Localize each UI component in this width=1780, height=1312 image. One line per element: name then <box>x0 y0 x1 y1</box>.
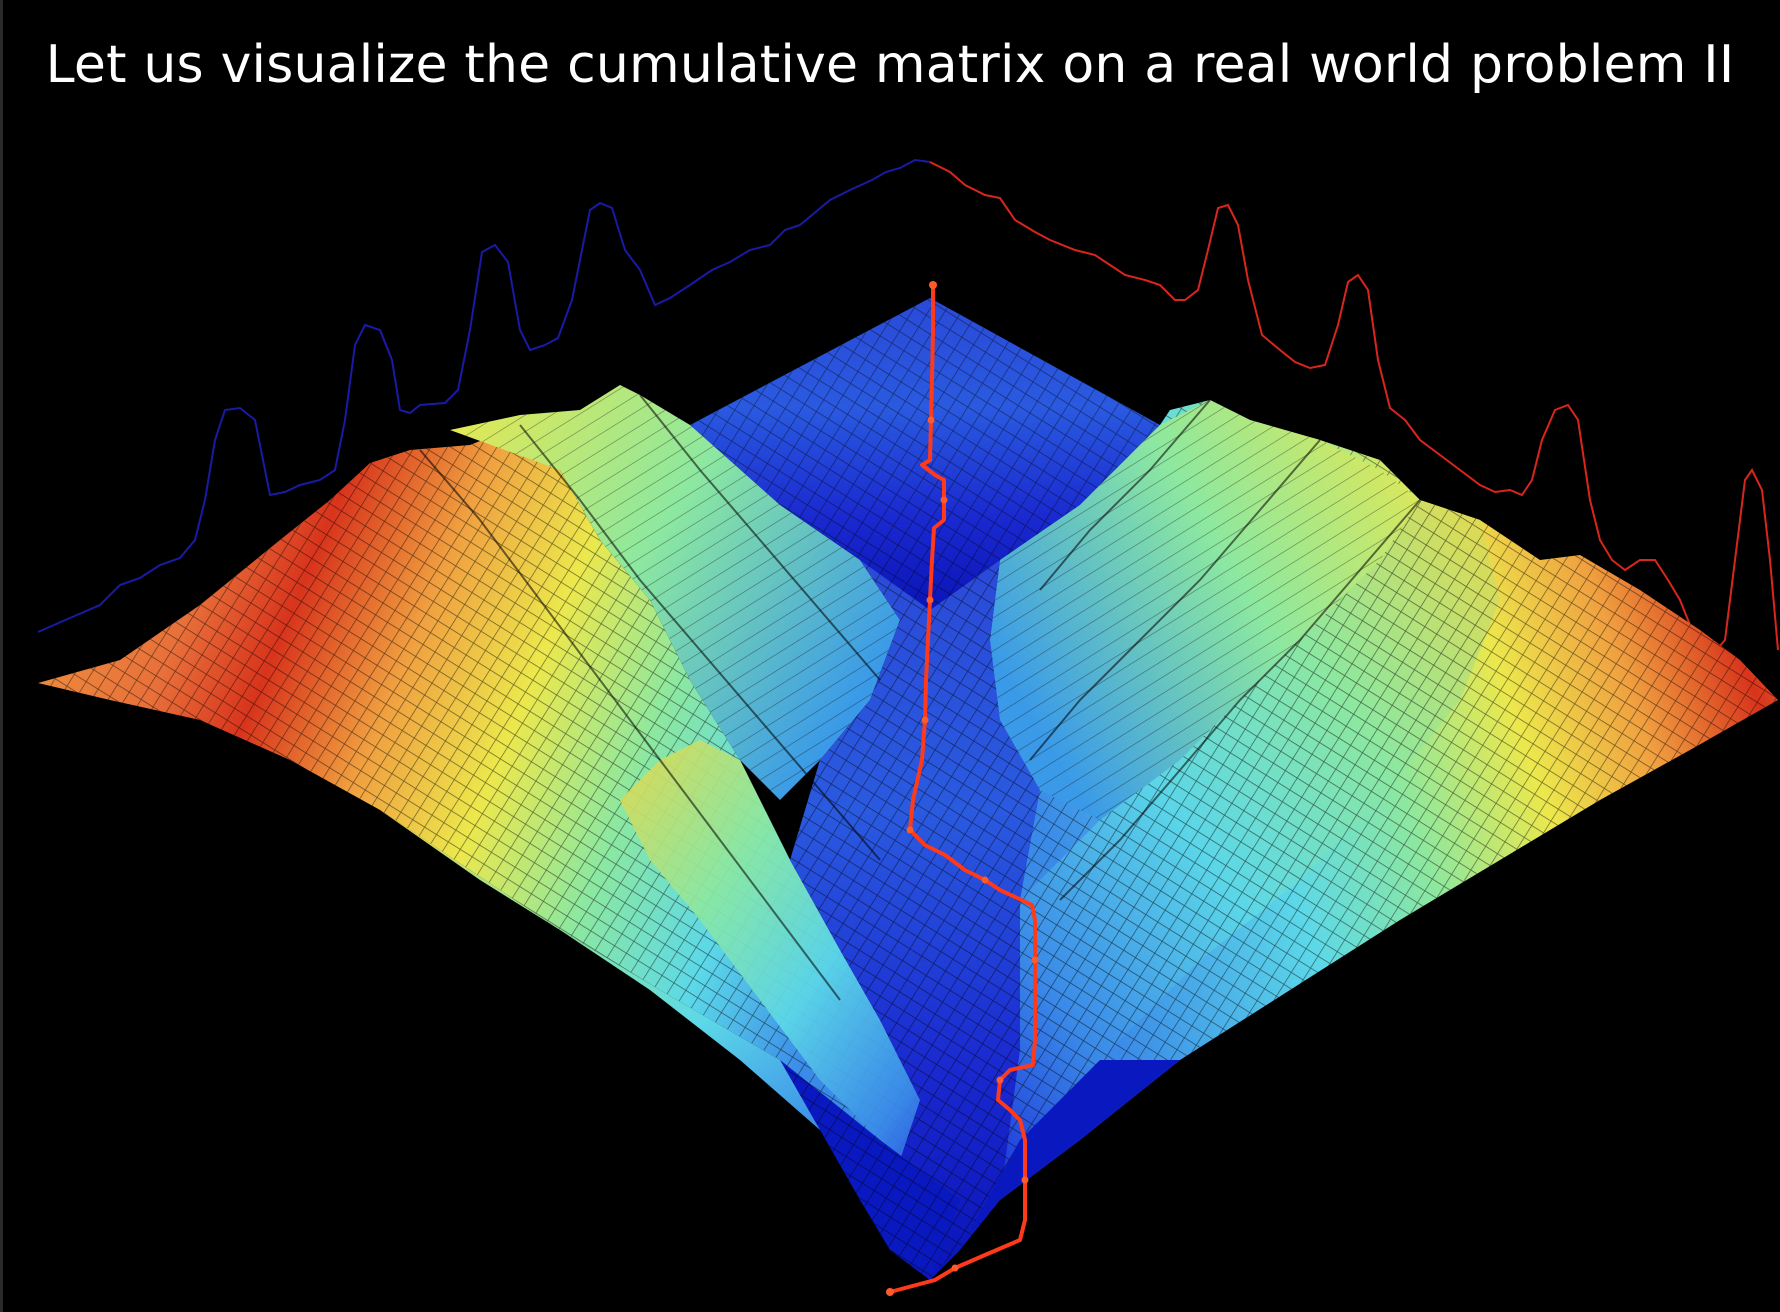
query-time-series <box>37 158 931 633</box>
slide-title: Let us visualize the cumulative matrix o… <box>45 35 1735 95</box>
slide-edge-divider <box>0 0 3 1312</box>
reference-time-series <box>929 161 1779 657</box>
warping-path-markers <box>886 281 1039 1296</box>
cumulative-matrix-surface <box>38 298 1778 1280</box>
warping-path <box>889 285 1037 1294</box>
